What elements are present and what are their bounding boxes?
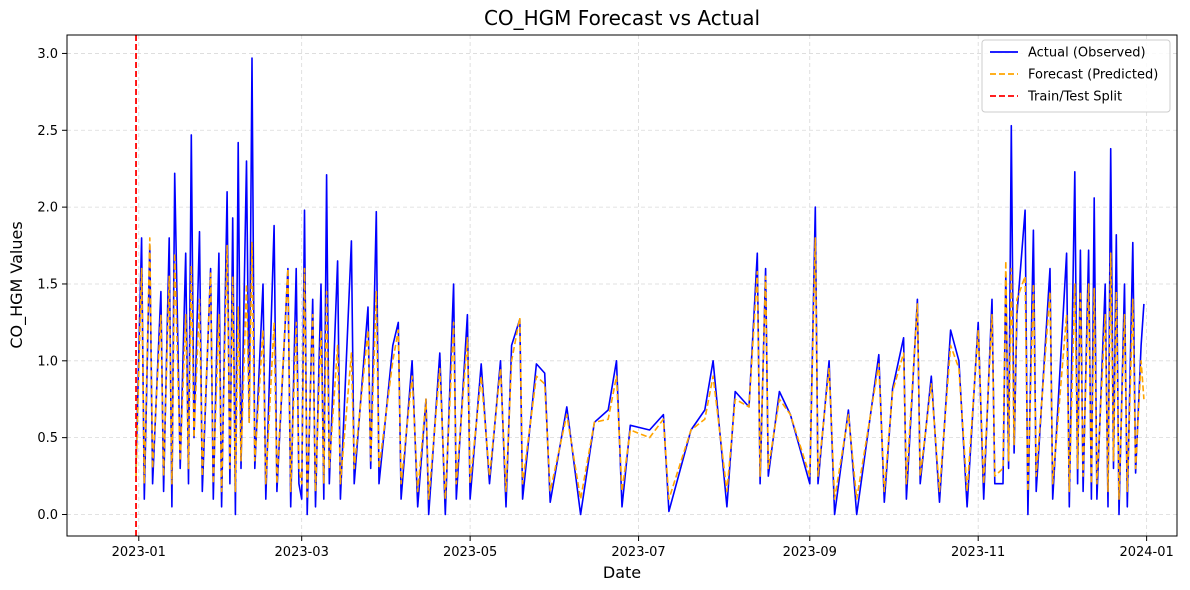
legend-label: Train/Test Split [1027,90,1122,105]
legend-label: Actual (Observed) [1028,46,1146,61]
x-tick-label: 2023-09 [783,545,837,560]
legend-box [981,39,1171,113]
y-tick-label: 3.0 [37,47,58,62]
x-tick-label: 2023-07 [611,545,665,560]
y-tick-label: 1.5 [37,277,58,292]
legend-label: Forecast (Predicted) [1028,68,1158,83]
y-tick-label: 2.5 [37,124,58,139]
forecast-series-line [135,237,1145,500]
x-axis-label: Date [603,563,641,582]
x-axis: 2023-01 2023-03 2023-05 2023-07 2023-09 2023-… [112,536,1174,560]
x-tick-label: 2023-05 [443,545,497,560]
legend: Actual (Observed) Forecast (Predicted) Tra… [981,39,1171,113]
y-tick-label: 2.0 [37,201,58,216]
x-tick-label: 2023-03 [275,545,329,560]
x-tick-label: 2023-01 [112,545,166,560]
y-axis-label: CO_HGM Values [7,221,27,348]
chart-title: CO_HGM Forecast vs Actual [484,6,760,30]
x-tick-label: 2023-11 [951,545,1005,560]
y-axis: 0.0 0.5 1.0 1.5 2.0 2.5 3.0 [37,47,67,523]
y-tick-label: 1.0 [37,354,58,369]
y-tick-label: 0.0 [37,508,58,523]
plot-area [135,35,1145,536]
x-tick-label: 2024-01 [1119,545,1173,560]
y-tick-label: 0.5 [37,431,58,446]
plot-frame [66,34,1178,537]
